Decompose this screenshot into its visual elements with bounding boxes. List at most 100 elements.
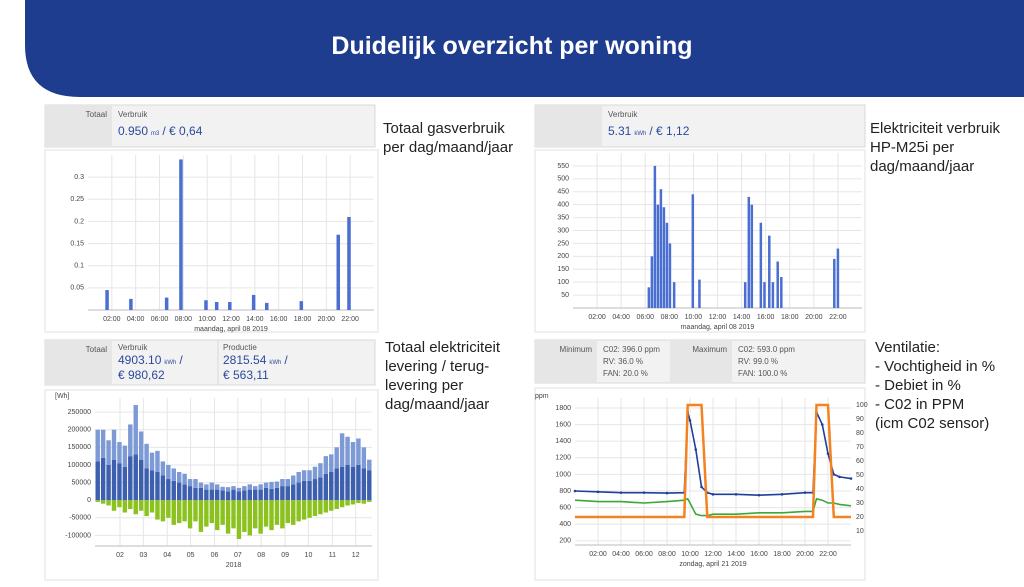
bar-segment bbox=[323, 473, 329, 501]
x-axis-label: zondag, april 21 2019 bbox=[679, 561, 746, 568]
bar bbox=[129, 298, 133, 310]
bar-segment bbox=[133, 500, 138, 515]
bar-segment bbox=[263, 500, 269, 527]
bar-segment bbox=[209, 500, 214, 524]
value: 2815.54 bbox=[223, 353, 267, 367]
bar-segment bbox=[100, 500, 106, 504]
bar-segment bbox=[225, 487, 231, 492]
bar-segment bbox=[231, 486, 236, 490]
bar bbox=[662, 207, 666, 308]
point bbox=[838, 475, 841, 479]
bar-segment bbox=[247, 500, 253, 536]
x-axis-label: maandag, april 08 2019 bbox=[194, 326, 268, 333]
bar-segment bbox=[144, 500, 149, 517]
bar-segment bbox=[95, 429, 100, 462]
y-tick-label: 800 bbox=[559, 488, 571, 495]
bar-segment bbox=[263, 487, 269, 501]
summary-line: C02: 396.0 ppm bbox=[603, 345, 660, 354]
bar-segment bbox=[182, 484, 187, 501]
summary-label-cell bbox=[670, 340, 732, 383]
y-tick-label: 150000 bbox=[68, 444, 91, 451]
bar-segment bbox=[339, 433, 345, 467]
bar-segment bbox=[280, 479, 285, 487]
summary-label: Maximum bbox=[692, 345, 727, 354]
x-tick-label: 22:00 bbox=[829, 314, 847, 321]
bar-segment bbox=[209, 489, 214, 501]
summary-label: Minimum bbox=[560, 345, 593, 354]
cost: / € 0,64 bbox=[162, 124, 202, 138]
bar-segment bbox=[166, 500, 171, 518]
point bbox=[596, 490, 600, 494]
bar-segment bbox=[312, 466, 318, 480]
bar-segment bbox=[242, 490, 247, 501]
bar-segment bbox=[176, 482, 182, 501]
x-tick-label: 20:00 bbox=[318, 316, 336, 323]
bar bbox=[672, 282, 676, 308]
x-tick-label: 06:00 bbox=[636, 314, 654, 321]
bar-segment bbox=[225, 500, 231, 534]
summary-heading: Verbruik bbox=[608, 110, 638, 119]
bar-segment bbox=[128, 500, 133, 509]
x-tick-label: 14:00 bbox=[246, 316, 264, 323]
bar-segment bbox=[111, 429, 117, 460]
x-tick-label: 07 bbox=[234, 552, 242, 559]
bar-segment bbox=[198, 487, 204, 501]
y-tick-label: 0 bbox=[87, 497, 91, 504]
bar-segment bbox=[367, 470, 372, 501]
bar bbox=[105, 290, 109, 310]
chart-panel bbox=[534, 387, 866, 581]
slide-title: Duidelijk overzicht per woning bbox=[331, 32, 692, 60]
value: 0.950 bbox=[118, 124, 148, 138]
bar-segment bbox=[296, 500, 301, 522]
bar-segment bbox=[236, 491, 242, 501]
x-tick-label: 18:00 bbox=[773, 551, 791, 558]
bar-segment bbox=[204, 489, 209, 501]
caption-line: dag/maand/jaar bbox=[870, 158, 974, 175]
x-tick-label: 08:00 bbox=[661, 314, 679, 321]
y-tick-label: 0.3 bbox=[74, 174, 84, 181]
bar-segment bbox=[307, 470, 312, 481]
bar-segment bbox=[155, 450, 160, 472]
bar-segment bbox=[280, 486, 285, 501]
bar-segment bbox=[329, 500, 334, 511]
y-tick-label: 100000 bbox=[68, 462, 91, 469]
bar-segment bbox=[350, 466, 356, 501]
bar bbox=[668, 243, 672, 308]
y-tick-label: 150 bbox=[557, 266, 569, 273]
summary-cost: € 563,11 bbox=[223, 368, 269, 382]
y-tick-label: 1000 bbox=[555, 471, 571, 478]
bar-segment bbox=[187, 500, 193, 529]
bar-segment bbox=[214, 489, 220, 501]
bar-segment bbox=[242, 500, 247, 532]
summary-value: 0.950 m3/ € 0,64 bbox=[118, 124, 203, 138]
value: 5.31 bbox=[608, 124, 632, 138]
bar-segment bbox=[285, 500, 291, 524]
summary-value: 5.31 kWh / € 1,12 bbox=[608, 124, 690, 138]
bar bbox=[743, 282, 747, 308]
point bbox=[711, 493, 715, 496]
bar-segment bbox=[176, 472, 182, 483]
cost: / € 1,12 bbox=[649, 124, 689, 138]
bar-segment bbox=[220, 500, 225, 525]
bar-segment bbox=[111, 500, 117, 511]
point bbox=[688, 419, 692, 422]
bar-segment bbox=[128, 456, 133, 501]
bar bbox=[771, 282, 775, 308]
bar bbox=[214, 302, 219, 310]
bar-segment bbox=[166, 479, 171, 501]
y-tick-label: 450 bbox=[557, 189, 569, 196]
x-tick-label: 20:00 bbox=[796, 551, 814, 558]
y2-tick-label: 40 bbox=[856, 486, 864, 493]
x-tick-label: 16:00 bbox=[757, 314, 775, 321]
y-tick-label: 0.1 bbox=[74, 263, 84, 270]
bar-segment bbox=[367, 459, 372, 471]
x-tick-label: 04:00 bbox=[612, 314, 630, 321]
bar-segment bbox=[307, 500, 312, 518]
x-tick-label: 11 bbox=[329, 552, 336, 559]
x-tick-label: 06:00 bbox=[635, 551, 653, 558]
bar-segment bbox=[258, 489, 263, 501]
bar bbox=[251, 294, 256, 310]
x-tick-label: 04 bbox=[163, 552, 171, 559]
bar-segment bbox=[209, 482, 214, 490]
bar bbox=[763, 282, 766, 308]
